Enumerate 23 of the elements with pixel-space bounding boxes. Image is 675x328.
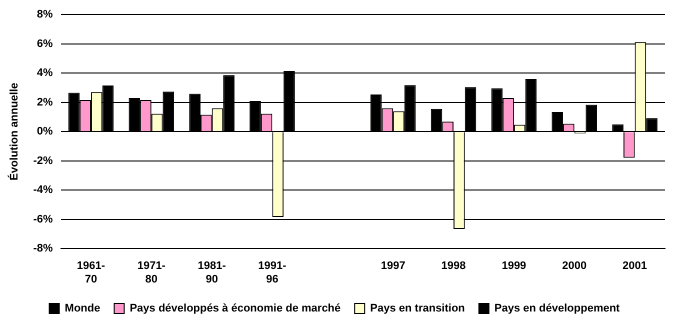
legend-label: Pays en développement — [494, 302, 620, 315]
y-tick-label: 0% — [36, 126, 53, 138]
legend-label: Monde — [64, 302, 100, 315]
x-tick-label: 1999 — [502, 260, 526, 272]
y-tick-label: -4% — [33, 184, 53, 196]
x-tick-label: 1971-80 — [137, 260, 166, 286]
y-tick-label: 4% — [36, 67, 53, 80]
x-tick-label: 2001 — [622, 260, 648, 272]
x-tick-label: 1997 — [380, 260, 406, 272]
y-tick-label: -8% — [33, 242, 53, 255]
x-tick-label: 1961-70 — [76, 260, 106, 286]
y-tick-label: 6% — [36, 38, 53, 50]
x-tick-label: 1998 — [441, 260, 466, 272]
legend-label: Pays développés à économie de marché — [130, 302, 341, 315]
y-tick-label: 8% — [36, 8, 53, 21]
x-tick-label: 2000 — [562, 260, 587, 272]
y-axis-title: Évolution annuelle — [8, 82, 21, 180]
y-tick-label: -2% — [33, 154, 53, 167]
y-tick-label: 2% — [36, 96, 53, 108]
y-tick-label: -6% — [33, 213, 53, 226]
x-tick-label: 1981-90 — [198, 260, 226, 286]
legend-label: Pays en transition — [370, 302, 466, 315]
x-tick-label: 1991-96 — [258, 260, 287, 286]
